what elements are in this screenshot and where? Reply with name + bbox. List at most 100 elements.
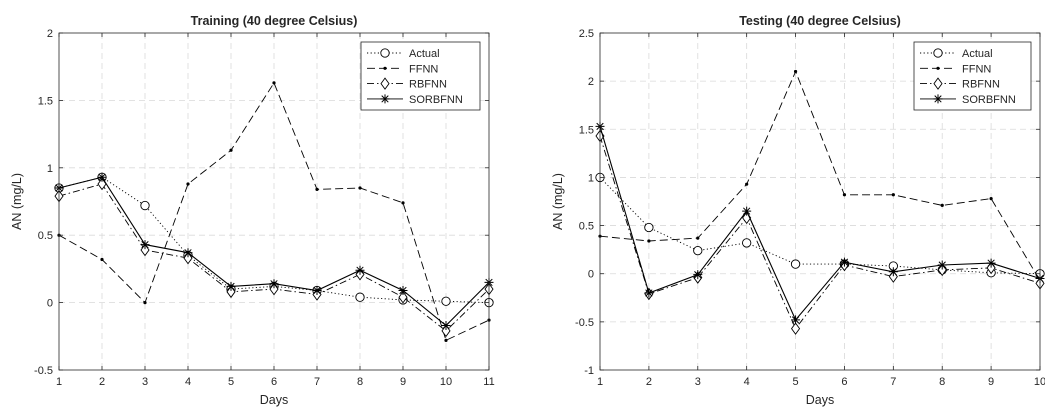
data-point-sorbfnn [226, 281, 236, 291]
data-point-sorbfnn [97, 172, 107, 182]
data-point-sorbfnn [888, 267, 898, 277]
legend-label-ffnn: FFNN [962, 63, 991, 75]
x-tick-label: 10 [1034, 376, 1045, 388]
y-tick-label: -1 [584, 365, 594, 377]
x-tick-label: 6 [271, 376, 277, 388]
data-point-ffnn [647, 239, 651, 243]
data-point-ffnn [143, 301, 147, 305]
data-point-actual [140, 200, 150, 211]
y-tick-label: 0.5 [579, 221, 594, 233]
data-point-rbfnn [790, 322, 801, 335]
y-tick-label: -0.5 [575, 317, 594, 329]
data-point-actual [355, 292, 365, 302]
y-tick-label: 1 [47, 163, 53, 175]
data-point-sorbfnn [937, 260, 947, 270]
x-tick-label: 3 [695, 376, 701, 388]
y-tick-label: 0 [588, 269, 594, 281]
data-point-sorbfnn [140, 240, 150, 250]
data-point-ffnn [186, 182, 190, 186]
x-tick-label: 1 [597, 376, 603, 388]
x-tick-label: 9 [988, 376, 994, 388]
data-point-sorbfnn [398, 285, 408, 295]
y-tick-label: 2 [47, 28, 53, 40]
x-tick-label: 10 [440, 376, 452, 388]
legend-label-rbfnn: RBFNN [409, 79, 447, 91]
data-point-sorbfnn [693, 270, 703, 280]
legend-marker-ffnn [936, 66, 940, 70]
data-point-ffnn [315, 187, 319, 191]
chart-title: Training (40 degree Celsius) [191, 14, 358, 28]
data-point-ffnn [444, 338, 448, 342]
data-point-actual [693, 245, 703, 256]
data-point-rbfnn [398, 290, 408, 304]
data-point-sorbfnn [644, 288, 654, 298]
legend-marker-rbfnn [380, 77, 390, 90]
x-axis-label: Days [806, 393, 834, 407]
legend-marker-actual [380, 48, 390, 58]
legend: Actual FFNN RBFNN SORBFNN [360, 41, 481, 111]
x-tick-label: 2 [646, 376, 652, 388]
x-tick-label: 4 [185, 376, 191, 388]
x-tick-label: 2 [99, 376, 105, 388]
y-tick-label: 2.5 [579, 28, 594, 40]
legend-marker-sorbfnn [933, 94, 943, 104]
legend-marker-sorbfnn [380, 94, 390, 104]
legend-label-sorbfnn: SORBFNN [962, 94, 1016, 106]
data-point-ffnn [842, 193, 847, 197]
y-tick-label: 1.5 [38, 95, 53, 107]
y-tick-label: 0.5 [38, 230, 53, 242]
data-point-ffnn [745, 182, 749, 186]
x-tick-label: 8 [939, 376, 945, 388]
data-point-actual [742, 238, 752, 248]
x-tick-label: 9 [400, 376, 406, 388]
data-point-sorbfnn [269, 279, 279, 289]
series-line-ffnn [58, 81, 490, 341]
y-tick-label: 1 [588, 172, 594, 184]
x-axis-label: Days [260, 393, 288, 407]
x-tick-label: 8 [357, 376, 363, 388]
x-tick-label: 3 [142, 376, 148, 388]
x-tick-label: 5 [792, 376, 798, 388]
y-axis-label: AN (mg/L) [10, 173, 24, 230]
data-point-ffnn [272, 81, 276, 85]
data-point-actual [644, 222, 654, 233]
y-axis-label: AN (mg/L) [551, 173, 565, 230]
data-point-actual [441, 296, 451, 306]
data-point-ffnn [989, 197, 993, 201]
chart-1: 1 2 3 4 5 6 7 8 9 10 11 -0.5 0 0.5 1 1.5 2 Training (40 d… [10, 14, 495, 407]
x-tick-label: 4 [744, 376, 750, 388]
x-tick-label: 5 [228, 376, 234, 388]
series-line-ffnn [599, 70, 1041, 281]
data-point-sorbfnn [312, 285, 322, 295]
x-tick-label: 7 [314, 376, 320, 388]
legend-marker-rbfnn [933, 77, 943, 90]
series-line-rbfnn [599, 135, 1041, 330]
data-point-ffnn [940, 203, 944, 207]
x-tick-label: 7 [890, 376, 896, 388]
y-tick-label: 2 [588, 76, 594, 88]
data-point-ffnn [793, 69, 798, 74]
data-point-ffnn [100, 257, 104, 262]
legend-label-ffnn: FFNN [409, 63, 438, 75]
series-line-sorbfnn [599, 126, 1041, 321]
y-tick-label: 1.5 [579, 124, 594, 136]
legend-marker-ffnn [383, 66, 387, 70]
data-point-sorbfnn [791, 315, 801, 325]
data-point-ffnn [229, 148, 233, 152]
data-point-ffnn [358, 186, 362, 190]
x-tick-label: 6 [841, 376, 847, 388]
legend-label-actual: Actual [409, 48, 440, 60]
data-point-sorbfnn [183, 248, 193, 258]
data-point-sorbfnn [986, 258, 996, 268]
y-tick-label: 0 [47, 298, 53, 310]
legend-label-rbfnn: RBFNN [962, 79, 1000, 91]
data-point-sorbfnn [441, 321, 451, 331]
data-point-ffnn [891, 193, 895, 197]
x-tick-label: 11 [483, 376, 494, 388]
legend-label-sorbfnn: SORBFNN [409, 94, 463, 106]
data-point-sorbfnn [839, 257, 849, 267]
data-point-ffnn [696, 236, 700, 240]
data-point-ffnn [401, 201, 405, 205]
chart-2: 1 2 3 4 5 6 7 8 9 10 -1 -0.5 0 0.5 1 1.5 2 2.5 Testing (40… [551, 14, 1045, 407]
